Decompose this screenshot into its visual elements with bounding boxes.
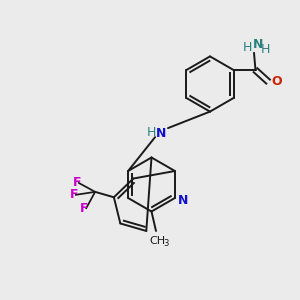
Text: N: N <box>253 38 263 52</box>
Text: H: H <box>147 125 156 139</box>
Text: F: F <box>73 176 81 189</box>
Text: N: N <box>178 194 188 207</box>
Text: O: O <box>272 75 282 88</box>
Text: F: F <box>70 188 78 201</box>
Text: F: F <box>80 202 88 215</box>
Text: 3: 3 <box>163 239 168 248</box>
Text: N: N <box>156 127 166 140</box>
Text: H: H <box>261 43 271 56</box>
Text: H: H <box>243 41 252 54</box>
Text: CH: CH <box>149 236 166 246</box>
